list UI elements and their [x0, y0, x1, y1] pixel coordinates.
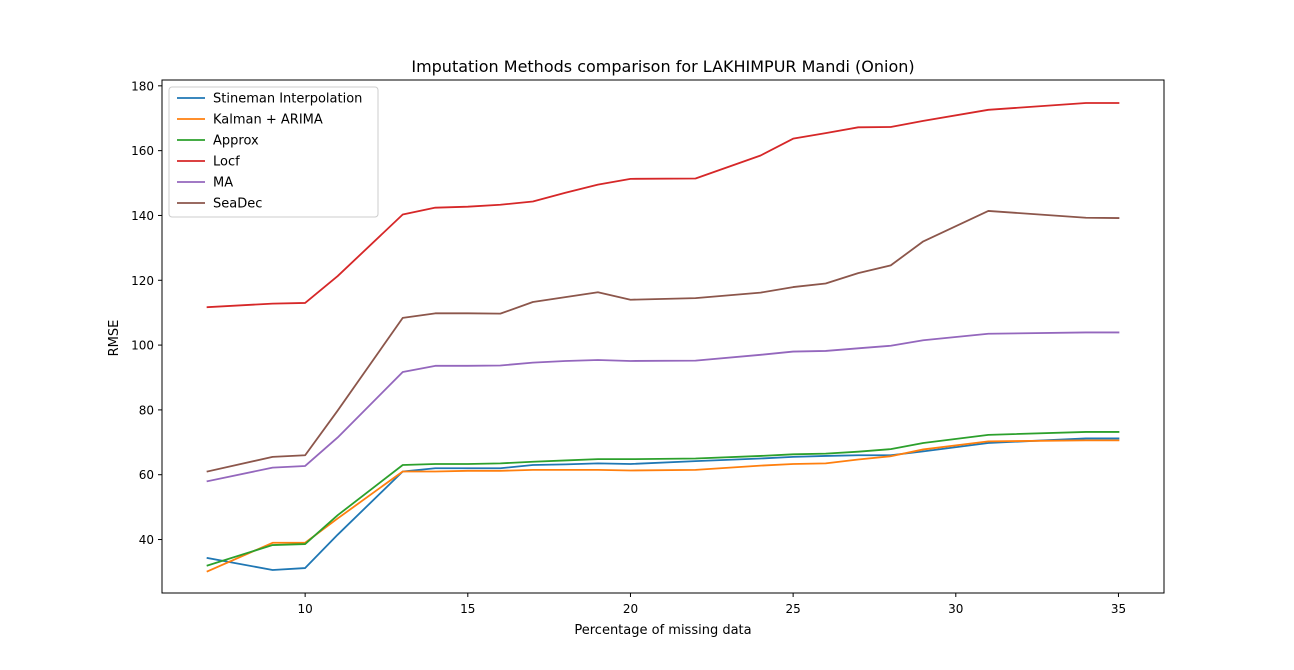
y-tick-label: 100	[131, 339, 154, 353]
series-line-locf	[206, 102, 1120, 309]
legend-label: SeaDec	[213, 197, 262, 212]
legend-label: Stineman Interpolation	[213, 92, 362, 107]
y-tick-label: 120	[131, 274, 154, 288]
y-tick-label: 40	[139, 533, 154, 547]
series-line-approx	[206, 431, 1120, 567]
y-axis-label: RMSE	[107, 320, 122, 357]
x-axis-label: Percentage of missing data	[574, 623, 751, 638]
x-tick-label: 35	[1111, 602, 1126, 616]
axes-layer: 10 15 20 25 30 35 40 60 80 100 120 140 160 180	[131, 79, 1165, 616]
x-tick-label: 15	[460, 602, 475, 616]
series-line-seadec	[206, 210, 1120, 473]
legend-label: MA	[213, 176, 233, 191]
legend: Stineman Interpolation Kalman + ARIMA Appr…	[168, 86, 379, 218]
chart-title: Imputation Methods comparison for LAKHIM…	[411, 57, 914, 76]
legend-label: Kalman + ARIMA	[213, 113, 323, 128]
y-tick-label: 160	[131, 144, 154, 158]
y-tick-label: 80	[139, 403, 154, 417]
x-tick-label: 30	[948, 602, 963, 616]
legend-box	[168, 86, 379, 218]
x-tick-label: 25	[785, 602, 800, 616]
legend-label: Locf	[213, 155, 240, 170]
axes-frame	[161, 79, 1165, 594]
series-layer	[206, 102, 1120, 573]
series-line-ma	[206, 331, 1120, 483]
legend-label: Approx	[213, 134, 259, 149]
x-tick-label: 20	[623, 602, 638, 616]
x-tick-label: 10	[298, 602, 313, 616]
series-line-kalman-arima	[206, 439, 1120, 573]
y-tick-label: 180	[131, 79, 154, 93]
y-tick-label: 60	[139, 468, 154, 482]
y-tick-label: 140	[131, 209, 154, 223]
